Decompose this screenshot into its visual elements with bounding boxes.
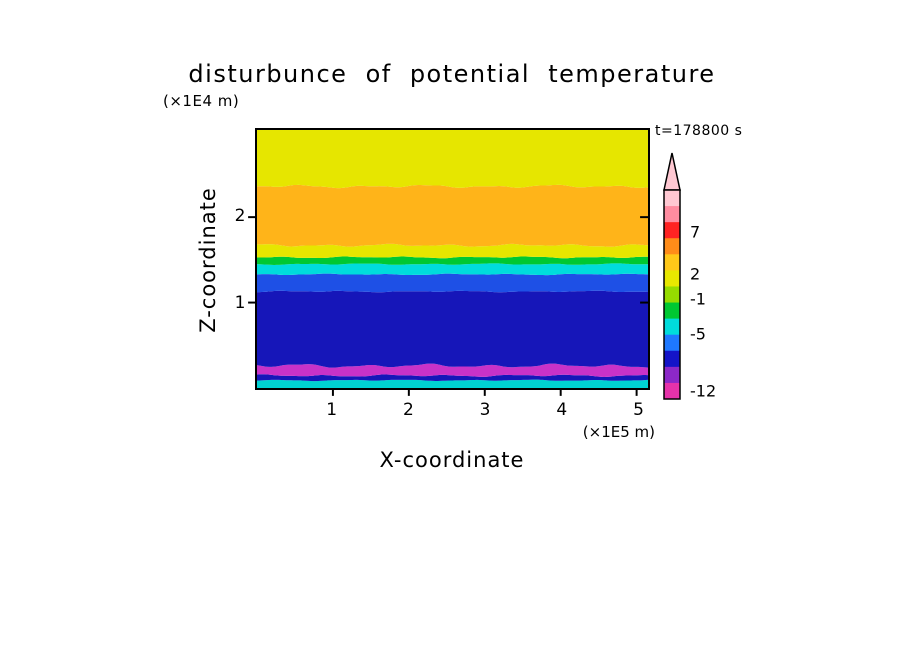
chart-title: disturbunce of potential temperature [188,60,716,88]
x-tick-label: 2 [402,400,414,420]
colorbar-label: -1 [690,289,706,309]
colorbar-outline [663,189,681,400]
colorbar-segment [664,350,680,368]
contour-band [257,290,648,368]
contour-band [257,130,648,189]
contour-plot-svg [248,130,648,396]
colorbar-label: 7 [690,222,701,242]
colorbar-pennant-tip [663,152,681,191]
contour-band [257,263,648,276]
y-tick-label: 2 [234,206,246,227]
contour-band [257,273,648,293]
contour-band [257,184,648,247]
x-tick-label: 5 [633,400,644,420]
y-axis-unit-label: (×1E4 m) [163,92,240,110]
colorbar-segment [664,286,680,304]
colorbar-segment [664,334,680,352]
time-annotation: t=178800 s [655,123,743,139]
contour-band [257,363,648,377]
colorbar [661,149,685,407]
colorbar-segment [664,270,680,287]
colorbar-segment [664,318,680,336]
y-axis-title: Z-coordinate [196,187,220,333]
colorbar-segment [664,254,680,271]
y-tick-label: 1 [234,293,246,314]
x-tick-label: 1 [326,400,338,420]
x-axis-title: X-coordinate [379,448,525,472]
colorbar-segment [664,206,680,223]
colorbar-segment [664,238,680,255]
colorbar-segment [664,222,680,239]
contour-plot-area [248,128,650,396]
contour-band [257,379,648,388]
x-tick-label: 3 [479,400,491,420]
colorbar-label: -12 [690,381,717,401]
colorbar-segment [664,302,680,320]
contour-band [257,256,648,266]
x-axis-unit-label: (×1E5 m) [582,423,655,441]
colorbar-label: 2 [690,264,701,284]
colorbar-svg [663,152,681,400]
colorbar-segment [664,382,680,400]
colorbar-segment [664,366,680,384]
x-tick-label: 4 [556,400,568,420]
colorbar-segment [664,190,680,207]
colorbar-label: -5 [690,324,706,344]
contour-band [257,374,648,382]
contour-band [257,243,648,259]
